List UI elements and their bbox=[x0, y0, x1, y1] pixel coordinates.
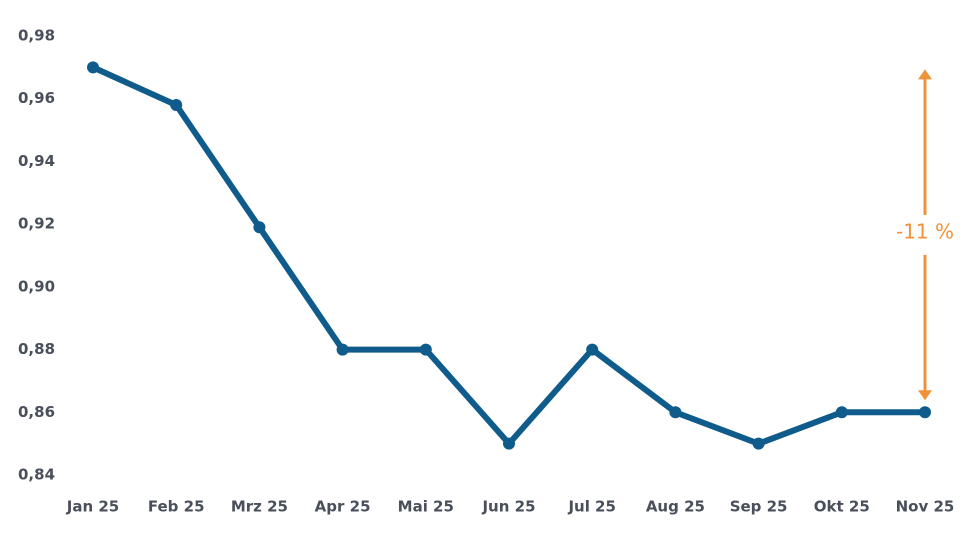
y-tick-label: 0,96 bbox=[18, 89, 55, 107]
point bbox=[835, 406, 848, 419]
x-tick-label: Jul 25 bbox=[567, 498, 616, 516]
y-tick-label: 0,88 bbox=[18, 340, 55, 358]
point bbox=[87, 61, 99, 74]
annotation-label: -11 % bbox=[896, 219, 954, 243]
x-tick-label: Mai 25 bbox=[398, 498, 454, 516]
arrow-head bbox=[918, 390, 932, 401]
point bbox=[419, 343, 432, 356]
point bbox=[752, 437, 765, 450]
y-tick-label: 0,84 bbox=[18, 466, 55, 484]
y-tick-label: 0,92 bbox=[18, 215, 55, 233]
point bbox=[503, 437, 515, 450]
point bbox=[336, 343, 349, 356]
x-tick-label: Okt 25 bbox=[814, 498, 870, 516]
x-tick-label: Jun 25 bbox=[481, 498, 535, 516]
point bbox=[586, 343, 599, 356]
point bbox=[253, 221, 266, 234]
x-tick-label: Mrz 25 bbox=[231, 498, 288, 516]
x-tick-label: Nov 25 bbox=[896, 498, 955, 516]
line bbox=[91, 64, 925, 447]
point bbox=[669, 406, 682, 419]
x-tick-label: Aug 25 bbox=[646, 498, 705, 516]
x-tick-label: Apr 25 bbox=[315, 498, 371, 516]
arrow-head bbox=[918, 69, 932, 80]
y-tick-label: 0,86 bbox=[18, 403, 55, 421]
y-tick-label: 0,94 bbox=[18, 152, 55, 170]
point bbox=[919, 406, 931, 419]
y-tick-label: 0,98 bbox=[18, 27, 55, 45]
x-tick-label: Sep 25 bbox=[730, 498, 788, 516]
x-tick-label: Jan 25 bbox=[66, 498, 119, 516]
point bbox=[170, 98, 183, 111]
y-tick-label: 0,90 bbox=[18, 277, 55, 295]
x-tick-label: Feb 25 bbox=[148, 498, 205, 516]
